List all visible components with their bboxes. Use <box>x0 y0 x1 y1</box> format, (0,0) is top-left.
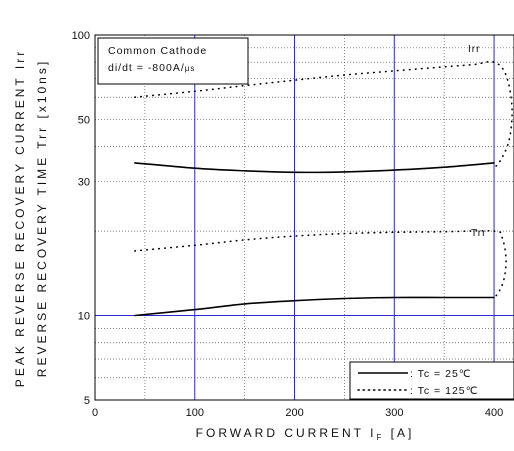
series-trr-25-line <box>134 296 495 317</box>
y-tick-label: 50 <box>78 114 90 126</box>
y-tick-label: 5 <box>84 395 90 407</box>
grid <box>95 35 514 400</box>
curves <box>134 60 513 317</box>
x-tick-label: 200 <box>285 407 303 419</box>
y-tick-label: 10 <box>78 311 90 323</box>
y-axis-label-irr: PEAK REVERSE RECOVERY CURRENT Irr <box>13 49 27 387</box>
legend-entry-25c: : Tc = 25℃ <box>410 368 472 380</box>
legend-frame <box>349 361 514 400</box>
series-irr-25-line <box>134 162 495 174</box>
legend: : Tc = 25℃ : Tc = 125℃ <box>349 361 514 400</box>
irr-curve-label: Irr <box>468 44 480 55</box>
y-tick-label: 100 <box>72 30 90 42</box>
conditions-line2: di/dt = -800A/µs <box>108 62 195 74</box>
conditions-frame <box>97 37 249 85</box>
trr-curve-label: Trr <box>471 228 486 239</box>
x-axis-label: FORWARD CURRENT IF [A] <box>196 426 415 442</box>
legend-entry-125c: : Tc = 125℃ <box>410 385 478 397</box>
x-tick-label: 100 <box>186 407 204 419</box>
x-tick-label: 300 <box>385 407 403 419</box>
x-tick-label: 400 <box>485 407 503 419</box>
series-irr-125-line <box>134 60 513 168</box>
y-axis-label-trr: REVERSE RECOVERY TIME Trr [x10ns] <box>35 59 49 377</box>
tick-labels: 0 100 200 300 400 5 10 30 50 100 <box>72 30 504 419</box>
plot-frame <box>94 34 514 401</box>
conditions-line1: Common Cathode <box>108 45 207 57</box>
series-trr-125-line <box>134 229 507 300</box>
conditions-box: Common Cathode di/dt = -800A/µs <box>97 37 249 85</box>
x-tick-label: 0 <box>92 407 98 419</box>
y-tick-label: 30 <box>78 177 90 189</box>
